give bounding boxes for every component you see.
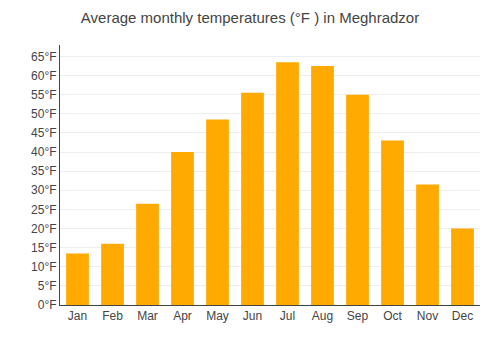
svg-text:Mar: Mar [137, 309, 158, 323]
svg-text:Oct: Oct [383, 309, 402, 323]
svg-text:25°F: 25°F [31, 203, 56, 217]
svg-text:0°F: 0°F [38, 298, 57, 312]
svg-text:Dec: Dec [452, 309, 473, 323]
svg-text:Feb: Feb [102, 309, 123, 323]
svg-text:20°F: 20°F [31, 222, 56, 236]
svg-text:35°F: 35°F [31, 164, 56, 178]
svg-text:Jan: Jan [68, 309, 87, 323]
svg-text:10°F: 10°F [31, 260, 56, 274]
svg-text:55°F: 55°F [31, 88, 56, 102]
svg-text:60°F: 60°F [31, 69, 56, 83]
svg-text:Average monthly temperatures (: Average monthly temperatures (°F ) in Me… [81, 9, 419, 26]
svg-text:Jun: Jun [243, 309, 262, 323]
svg-text:30°F: 30°F [31, 183, 56, 197]
svg-text:15°F: 15°F [31, 241, 56, 255]
svg-text:Nov: Nov [417, 309, 438, 323]
svg-text:Apr: Apr [173, 309, 192, 323]
svg-text:Jul: Jul [280, 309, 295, 323]
svg-text:40°F: 40°F [31, 145, 56, 159]
svg-text:May: May [206, 309, 229, 323]
svg-text:Aug: Aug [312, 309, 333, 323]
svg-text:50°F: 50°F [31, 107, 56, 121]
svg-text:45°F: 45°F [31, 126, 56, 140]
svg-text:5°F: 5°F [38, 279, 57, 293]
svg-text:Sep: Sep [347, 309, 369, 323]
svg-text:65°F: 65°F [31, 50, 56, 64]
